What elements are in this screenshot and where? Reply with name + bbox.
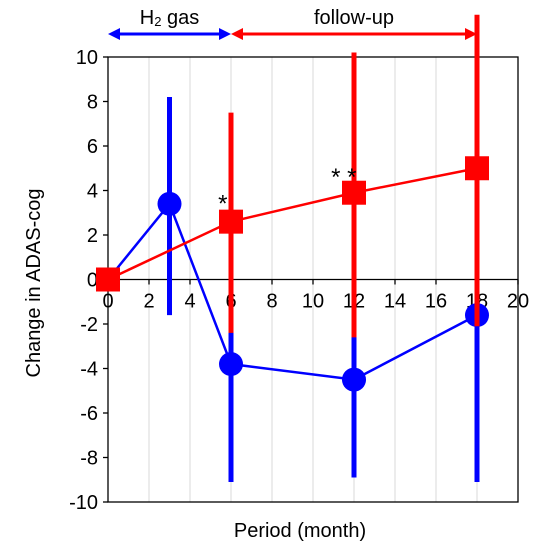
period-arrowhead-left-0 [108, 28, 120, 40]
period-label-0: H2 gas [140, 7, 200, 29]
axes [103, 56, 519, 503]
series-line-0 [107, 201, 478, 381]
period-label-1: follow-up [314, 7, 394, 29]
period-arrowhead-left-1 [231, 28, 243, 40]
y-tick-label-0: -10 [69, 492, 98, 514]
period-arrowhead-right-1 [465, 28, 477, 40]
y-tick-labels: -10 -8 -6 -4 -2 0 2 4 6 8 10 [69, 47, 98, 514]
y-tick-label-5: 0 [87, 270, 98, 292]
period-arrow-0: H2 gas [108, 7, 231, 40]
data-point-0-3 [342, 367, 366, 392]
x-tick-labels: 02468101214161820 [102, 291, 529, 313]
x-tick-label-10: 20 [507, 291, 529, 313]
y-tick-label-4: -2 [80, 314, 98, 336]
data-point-1-2 [342, 180, 366, 205]
series-line-1 [107, 167, 478, 281]
y-tick-label-8: 6 [87, 136, 98, 158]
significance-marker-1: * * [331, 164, 356, 191]
y-tick-label-3: -4 [80, 359, 98, 381]
y-tick-label-6: 2 [87, 225, 98, 247]
period-arrow-1: follow-up [231, 7, 477, 40]
x-tick-label-1: 2 [143, 291, 154, 313]
period-arrowhead-right-0 [219, 28, 231, 40]
data-point-0-2 [219, 352, 243, 377]
x-tick-label-0: 0 [102, 291, 113, 313]
data-point-1-0 [96, 267, 120, 292]
y-tick-label-9: 8 [87, 92, 98, 114]
series-0 [96, 97, 489, 482]
series-group [96, 14, 489, 482]
y-tick-label-1: -8 [80, 448, 98, 470]
x-tick-label-5: 10 [302, 291, 324, 313]
period-arrows: H2 gas follow-up [108, 7, 477, 40]
y-tick-label-7: 4 [87, 181, 98, 203]
y-axis-label: Change in ADAS-cog [23, 188, 45, 377]
data-point-1-3 [465, 156, 489, 181]
y-tick-label-2: -6 [80, 403, 98, 425]
significance-annotations: * * * [218, 164, 356, 218]
significance-marker-0: * [218, 191, 227, 218]
x-axis-label: Period (month) [234, 520, 366, 542]
data-point-0-1 [157, 191, 182, 216]
y-tick-label-10: 10 [76, 47, 98, 69]
x-tick-label-8: 16 [425, 291, 447, 313]
series-1 [96, 14, 489, 338]
x-tick-label-2: 4 [184, 291, 195, 313]
x-tick-label-4: 8 [266, 291, 277, 313]
data-point-1-1 [219, 209, 243, 234]
x-tick-label-7: 14 [384, 291, 406, 313]
